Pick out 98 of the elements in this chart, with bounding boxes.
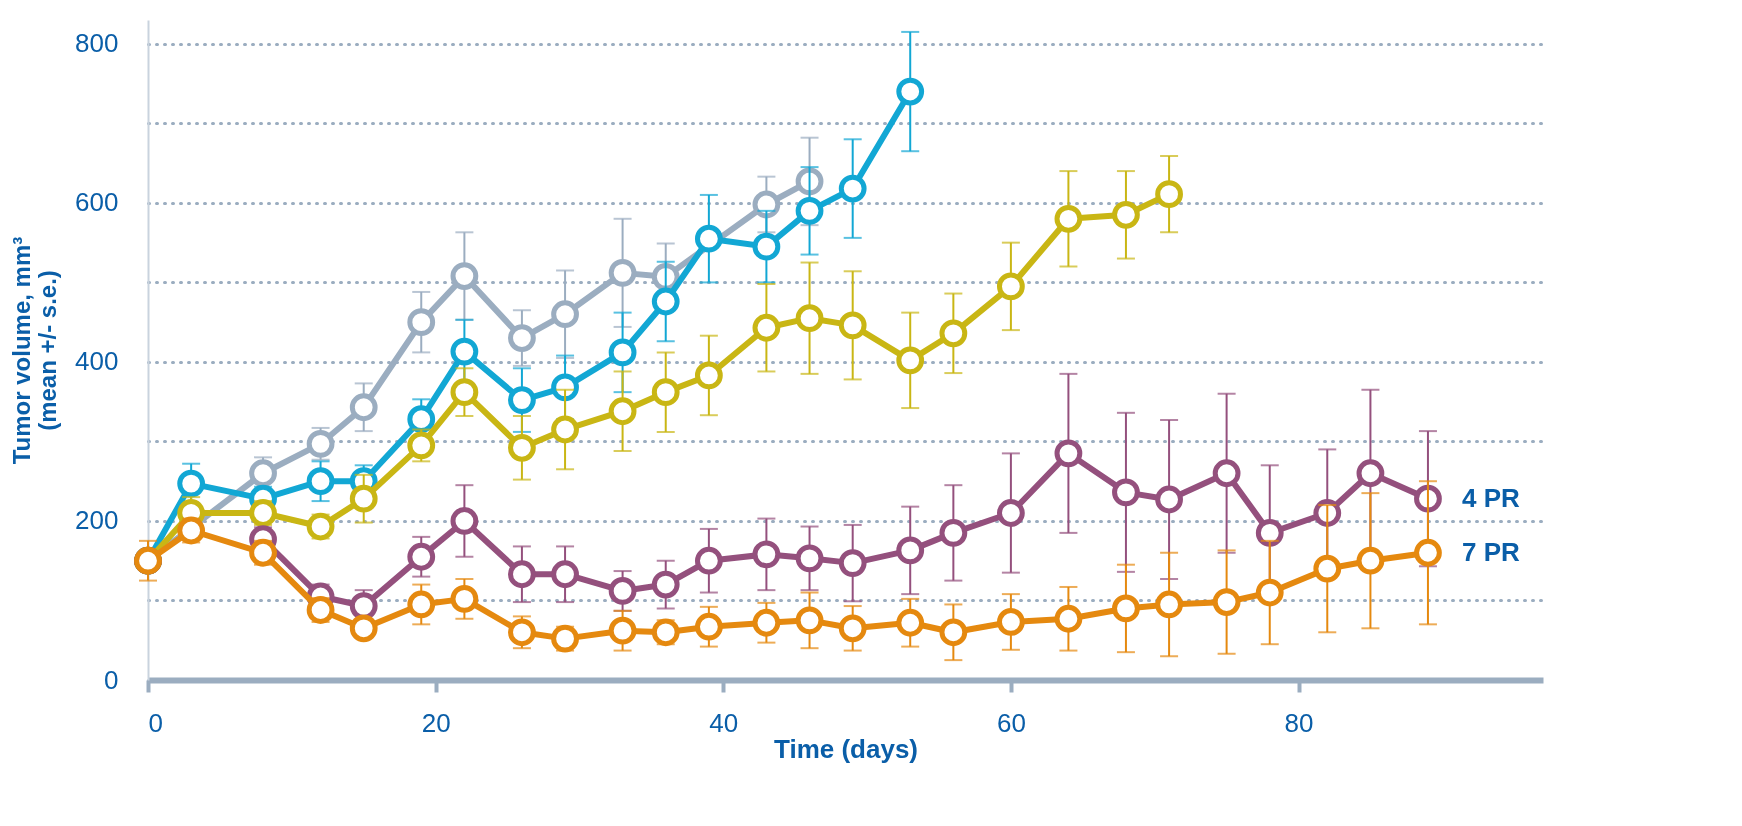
point xyxy=(752,608,781,637)
x-tick-label: 60 xyxy=(996,707,1026,738)
x-tick-label: 40 xyxy=(709,707,739,738)
point xyxy=(1054,604,1083,633)
point xyxy=(838,311,867,340)
point xyxy=(1414,538,1442,567)
point xyxy=(349,393,378,422)
point xyxy=(306,467,335,496)
point xyxy=(795,304,824,333)
point xyxy=(608,577,637,605)
point xyxy=(551,624,579,653)
point xyxy=(694,361,723,390)
series-label: 4 PR xyxy=(1461,482,1520,513)
point xyxy=(1112,594,1140,623)
point xyxy=(1054,204,1083,233)
point xyxy=(1255,578,1284,607)
point xyxy=(508,618,536,647)
y-tick-label: 600 xyxy=(75,187,119,218)
point xyxy=(450,585,479,613)
point xyxy=(1155,485,1183,514)
point xyxy=(838,549,867,577)
point xyxy=(306,429,335,458)
point xyxy=(896,608,925,637)
point xyxy=(1054,439,1083,468)
series-label: 7 PR xyxy=(1461,536,1520,567)
y-axis-title: Tumor volume, mm³ (mean +/- s.e.) xyxy=(8,236,62,465)
point xyxy=(608,258,637,287)
y-tick-label: 800 xyxy=(75,28,119,59)
point xyxy=(838,174,867,203)
point xyxy=(1112,200,1140,229)
point xyxy=(551,560,579,589)
point xyxy=(349,614,378,643)
point xyxy=(608,397,637,426)
point xyxy=(1356,459,1385,488)
point xyxy=(752,232,781,261)
x-tick-label: 20 xyxy=(421,707,451,738)
point xyxy=(249,459,277,488)
point xyxy=(306,512,335,541)
x-tick-label: 80 xyxy=(1284,707,1314,738)
point xyxy=(508,560,536,589)
point xyxy=(752,313,781,342)
point xyxy=(795,196,824,225)
point xyxy=(795,544,824,573)
point xyxy=(694,224,723,253)
point xyxy=(651,570,680,599)
point xyxy=(551,415,579,444)
point xyxy=(306,596,335,624)
point xyxy=(896,346,925,375)
point xyxy=(249,538,277,567)
point xyxy=(651,618,680,647)
point xyxy=(450,378,479,407)
point xyxy=(407,431,436,460)
point xyxy=(1155,180,1183,209)
point xyxy=(651,287,680,316)
point xyxy=(508,386,536,414)
point xyxy=(795,606,824,635)
point xyxy=(508,433,536,462)
point xyxy=(450,337,479,366)
point xyxy=(694,612,723,641)
point xyxy=(651,378,680,407)
point xyxy=(996,608,1025,636)
point xyxy=(407,542,436,571)
point xyxy=(407,590,436,619)
point xyxy=(1212,588,1241,616)
point xyxy=(407,405,436,434)
x-tick-label: 0 xyxy=(148,707,163,738)
point xyxy=(1255,519,1284,547)
point xyxy=(551,300,579,329)
y-tick-label: 400 xyxy=(75,346,119,377)
x-axis-title: Time (days) xyxy=(773,733,919,764)
point xyxy=(508,324,536,352)
point xyxy=(939,319,968,348)
y-tick-label: 0 xyxy=(104,664,119,695)
point xyxy=(1112,478,1140,507)
point xyxy=(608,338,637,367)
point xyxy=(177,516,206,545)
point xyxy=(450,262,479,290)
point xyxy=(1356,546,1385,575)
point xyxy=(349,592,378,620)
point xyxy=(608,616,637,645)
point xyxy=(838,614,867,643)
point xyxy=(407,308,436,337)
point xyxy=(939,618,968,647)
point xyxy=(349,484,378,513)
point xyxy=(996,499,1025,527)
point xyxy=(896,536,925,565)
point xyxy=(996,272,1025,301)
point xyxy=(694,546,723,575)
point xyxy=(752,540,781,569)
point xyxy=(896,77,925,106)
point xyxy=(1212,459,1241,488)
point xyxy=(450,507,479,535)
point xyxy=(177,469,206,498)
point xyxy=(1313,554,1342,583)
point xyxy=(939,519,968,547)
y-tick-label: 200 xyxy=(75,505,119,536)
point xyxy=(249,499,277,527)
point xyxy=(1155,590,1183,619)
